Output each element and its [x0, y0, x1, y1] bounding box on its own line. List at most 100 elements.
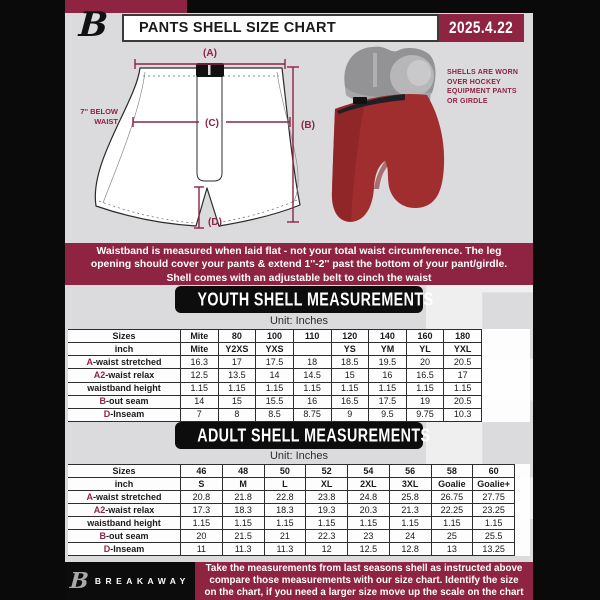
row-label: Sizes	[112, 465, 136, 476]
side-note-line: OVER HOCKEY	[447, 78, 501, 86]
table-cell	[292, 343, 331, 356]
table-cell: 16.3	[180, 356, 218, 369]
waist-note-line2: WAIST	[94, 117, 118, 126]
row-label: A2-waist relax	[93, 369, 155, 380]
table-cell: 1.15	[388, 517, 431, 529]
table-cell: YXS	[255, 343, 293, 356]
table-cell: 1.15	[305, 517, 347, 529]
table-cell: 58	[430, 465, 473, 477]
table-cell: 20.5	[443, 356, 482, 369]
table-cell: 8.5	[255, 408, 293, 421]
table-cell: 1.15	[347, 517, 389, 529]
table-cell: 1.15	[430, 517, 473, 529]
table-row: A2-waist relax 12.5 13.5 14 14.5 15 16 16.5 17	[68, 369, 482, 383]
table-cell: 1.15	[443, 382, 482, 395]
table-cell: 18.3	[221, 504, 264, 516]
adult-unit-label: Unit: Inches	[269, 450, 329, 462]
table-cell: 50	[263, 465, 306, 477]
table-cell: 180	[443, 330, 482, 343]
side-note-line: SHELLS ARE WORN	[447, 69, 519, 76]
table-cell: 3XL	[388, 478, 431, 490]
table-cell: 54	[347, 465, 389, 477]
table-cell: M	[221, 478, 264, 490]
row-label-prefix: D	[103, 409, 111, 420]
table-cell: 17	[443, 369, 482, 382]
table-cell: 160	[405, 330, 444, 343]
table-cell: 56	[388, 465, 431, 477]
table-cell: YS	[330, 343, 369, 356]
row-label: D-Inseam	[103, 543, 145, 554]
table-cell: 16.5	[330, 395, 369, 408]
table-row: inch S M L XL 2XL 3XL Goalie Goalie+	[68, 478, 515, 491]
table-cell: 23.8	[305, 491, 347, 503]
table-cell: 12.5	[347, 543, 389, 555]
table-cell: 22.3	[305, 530, 347, 542]
shell-photo	[331, 46, 445, 222]
row-label-prefix: A	[86, 491, 93, 502]
table-cell: 1.15	[180, 382, 218, 395]
row-label: D-Inseam	[103, 409, 145, 420]
table-cell: 9.75	[405, 408, 444, 421]
table-cell: 19	[405, 395, 444, 408]
fly-panel	[196, 67, 223, 182]
table-cell: 24	[388, 530, 431, 542]
label-c: (C)	[205, 118, 219, 129]
table-cell: Y2XS	[217, 343, 256, 356]
table-cell: 14	[180, 395, 218, 408]
table-cell: 1.15	[292, 382, 331, 395]
table-cell: 8	[217, 408, 256, 421]
table-cell: 110	[292, 330, 331, 343]
row-label: A2-waist relax	[93, 504, 155, 515]
table-row: A-waist stretched 16.3 17 17.5 18 18.5 19.5 20 2…	[68, 356, 482, 370]
table-cell: 16.5	[405, 369, 444, 382]
table-cell: 9	[330, 408, 369, 421]
table-cell: 7	[180, 408, 218, 421]
table-row: A2-waist relax 17.3 18.3 18.3 19.3 20.3 21.3 22…	[68, 504, 515, 517]
document-page: B B PANTS SHELL SIZE CHART 2025.4.22	[65, 0, 533, 600]
side-note: SHELLS ARE WORN OVER HOCKEY EQUIPMENT PA…	[447, 68, 533, 106]
table-cell: 26.75	[430, 491, 473, 503]
table-cell: 48	[221, 465, 264, 477]
table-row: B-out seam 14 15 15.5 16 16.5 17.5 19 20.5	[68, 395, 482, 409]
date-badge: 2025.4.22	[439, 14, 524, 42]
table-cell: Goalie	[430, 478, 473, 490]
table-cell: YM	[368, 343, 406, 356]
table-cell: 18	[292, 356, 331, 369]
table-cell: 25.8	[388, 491, 431, 503]
table-cell: 17.5	[368, 395, 406, 408]
table-cell: 12.5	[180, 369, 218, 382]
table-cell: 12	[305, 543, 347, 555]
table-cell: 19.3	[305, 504, 347, 516]
table-cell: 1.15	[405, 382, 444, 395]
table-cell: 80	[217, 330, 256, 343]
table-cell: XL	[305, 478, 347, 490]
table-row: A-waist stretched 20.8 21.8 22.8 23.8 24.8 25.…	[68, 491, 515, 504]
table-cell: 1.15	[180, 517, 222, 529]
table-cell: 21.8	[221, 491, 264, 503]
table-cell: 27.75	[472, 491, 515, 503]
footer-brand-box: B BREAKAWAY	[65, 562, 195, 600]
table-cell: YL	[405, 343, 444, 356]
table-cell: 17	[217, 356, 256, 369]
table-cell: 21	[263, 530, 306, 542]
adult-table-background	[68, 464, 530, 556]
row-label-prefix: D	[103, 543, 111, 554]
table-cell: 1.15	[368, 382, 406, 395]
table-cell: 1.15	[217, 382, 256, 395]
breakaway-footer-logo-icon: B	[69, 568, 90, 594]
table-cell: 11.3	[263, 543, 306, 555]
youth-measurements-table: Sizes Mite 80 100 110 120 140 160 180 inch Mite Y2X…	[68, 329, 482, 422]
label-d: (D)	[208, 217, 222, 228]
table-cell: 120	[330, 330, 369, 343]
table-cell: 23	[347, 530, 389, 542]
table-cell: 25	[430, 530, 473, 542]
table-row: Sizes Mite 80 100 110 120 140 160 180	[68, 330, 482, 344]
table-cell: 13.25	[472, 543, 515, 555]
row-label: B-out seam	[99, 530, 149, 541]
table-cell: 20.3	[347, 504, 389, 516]
table-row: D-Inseam 11 11.3 11.3 12 12.5 12.8 13 13.25	[68, 543, 515, 556]
row-label: B-out seam	[99, 396, 149, 407]
date-text: 2025.4.22	[449, 18, 514, 37]
adult-section-title: ADULT SHELL MEASUREMENTS	[197, 425, 431, 446]
table-cell: 13	[430, 543, 473, 555]
